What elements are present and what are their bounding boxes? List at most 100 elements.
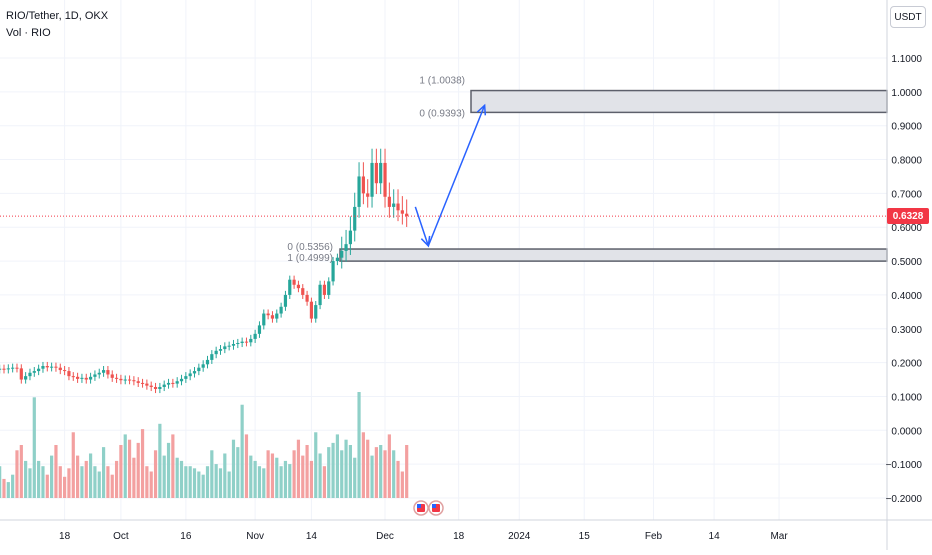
candle-body bbox=[383, 162, 387, 197]
candle-body bbox=[158, 386, 162, 390]
volume-bar bbox=[28, 468, 32, 498]
candle-body bbox=[201, 364, 205, 368]
volume-bar bbox=[240, 404, 244, 498]
volume-bar bbox=[301, 455, 305, 498]
candle-body bbox=[45, 366, 49, 368]
volume-bar bbox=[140, 429, 145, 498]
volume-bar bbox=[119, 445, 123, 498]
volume-bar bbox=[50, 455, 54, 498]
volume-bar bbox=[32, 397, 36, 498]
y-tick-label: 0.9000 bbox=[891, 122, 922, 133]
volume-bar bbox=[93, 466, 97, 498]
candle-body bbox=[67, 371, 71, 377]
candle-body bbox=[145, 383, 149, 386]
volume-bar bbox=[383, 450, 387, 498]
volume-bar bbox=[171, 434, 175, 498]
candle-body bbox=[236, 342, 240, 344]
volume-bar bbox=[275, 457, 279, 498]
candle-body bbox=[318, 284, 322, 306]
candle-body bbox=[88, 376, 93, 380]
volume-bar bbox=[2, 478, 6, 498]
volume-bar bbox=[153, 450, 158, 498]
candle-body bbox=[292, 279, 296, 285]
candle-body bbox=[270, 315, 275, 319]
y-tick-label: 0.0000 bbox=[891, 426, 922, 437]
y-tick-label: 0.1000 bbox=[891, 392, 922, 403]
fib-label-lower-1: 1 (0.4999) bbox=[287, 253, 333, 264]
candle-body bbox=[210, 354, 214, 360]
candle-body bbox=[119, 378, 123, 381]
candle-body bbox=[179, 378, 184, 382]
lower-zone bbox=[339, 248, 888, 262]
candle-body bbox=[41, 366, 45, 369]
y-tick-label: 0.6000 bbox=[891, 223, 922, 234]
candle-body bbox=[266, 313, 270, 316]
candle-body bbox=[262, 313, 266, 326]
candle-body bbox=[132, 380, 136, 382]
volume-bar bbox=[236, 447, 240, 498]
x-tick-label: 15 bbox=[579, 531, 591, 542]
volume-bar bbox=[244, 434, 249, 498]
volume-bar bbox=[210, 450, 214, 498]
candle-body bbox=[37, 368, 41, 372]
candle-body bbox=[357, 176, 361, 207]
volume-bar bbox=[309, 460, 314, 498]
volume-bar bbox=[400, 471, 404, 498]
x-tick-label: 18 bbox=[59, 531, 71, 542]
volume-bar bbox=[106, 466, 110, 498]
candle-body bbox=[253, 333, 257, 339]
candle-body bbox=[197, 367, 201, 372]
volume-bar bbox=[253, 460, 257, 498]
candle-body bbox=[223, 346, 227, 350]
y-tick-label: 0.5000 bbox=[891, 257, 922, 268]
candle-body bbox=[374, 162, 378, 184]
volume-bar bbox=[327, 447, 331, 498]
event-flag-icon bbox=[428, 500, 444, 516]
volume-bar bbox=[71, 432, 75, 498]
volume-bar bbox=[97, 471, 101, 498]
volume-bar bbox=[218, 468, 223, 498]
candle-body bbox=[6, 368, 10, 370]
candle-body bbox=[283, 294, 288, 307]
event-flag-canton bbox=[417, 504, 421, 508]
volume-bar bbox=[37, 460, 41, 498]
candle-body bbox=[192, 371, 197, 374]
candle-body bbox=[353, 206, 357, 231]
candle-body bbox=[15, 367, 19, 369]
volume-bar bbox=[41, 466, 45, 498]
candle-body bbox=[63, 370, 67, 372]
y-tick-label: −0.2000 bbox=[886, 494, 923, 505]
event-flag-canton bbox=[432, 504, 436, 508]
projection-segment bbox=[414, 206, 430, 247]
y-tick-label: −0.1000 bbox=[886, 460, 923, 471]
candle-body bbox=[240, 341, 244, 343]
candle-body bbox=[136, 381, 140, 383]
candle-body bbox=[227, 345, 231, 347]
volume-bar bbox=[145, 466, 149, 498]
candle-body bbox=[114, 377, 119, 379]
candle-body bbox=[188, 373, 192, 377]
volume-bar bbox=[379, 445, 383, 498]
candle-body bbox=[370, 162, 374, 197]
volume-bar bbox=[15, 450, 19, 498]
volume-bar bbox=[101, 447, 106, 498]
volume-bar bbox=[63, 476, 67, 498]
candle-body bbox=[396, 203, 400, 211]
currency-selector[interactable]: USDT bbox=[890, 6, 926, 28]
candle-body bbox=[305, 294, 309, 302]
candle-body bbox=[50, 366, 54, 368]
volume-bar bbox=[223, 453, 227, 498]
volume-bar bbox=[114, 460, 119, 498]
candle-body bbox=[249, 338, 253, 343]
volume-bar bbox=[231, 439, 236, 498]
x-tick-label: Nov bbox=[246, 531, 264, 542]
candle-body bbox=[205, 359, 210, 365]
candle-body bbox=[288, 279, 292, 295]
volume-bar bbox=[318, 453, 322, 498]
candle-body bbox=[153, 386, 158, 390]
y-tick-label: 1.1000 bbox=[891, 54, 922, 65]
volume-legend[interactable]: Vol · RIO bbox=[6, 27, 51, 39]
symbol-title[interactable]: RIO/Tether, 1D, OKX bbox=[6, 10, 109, 22]
